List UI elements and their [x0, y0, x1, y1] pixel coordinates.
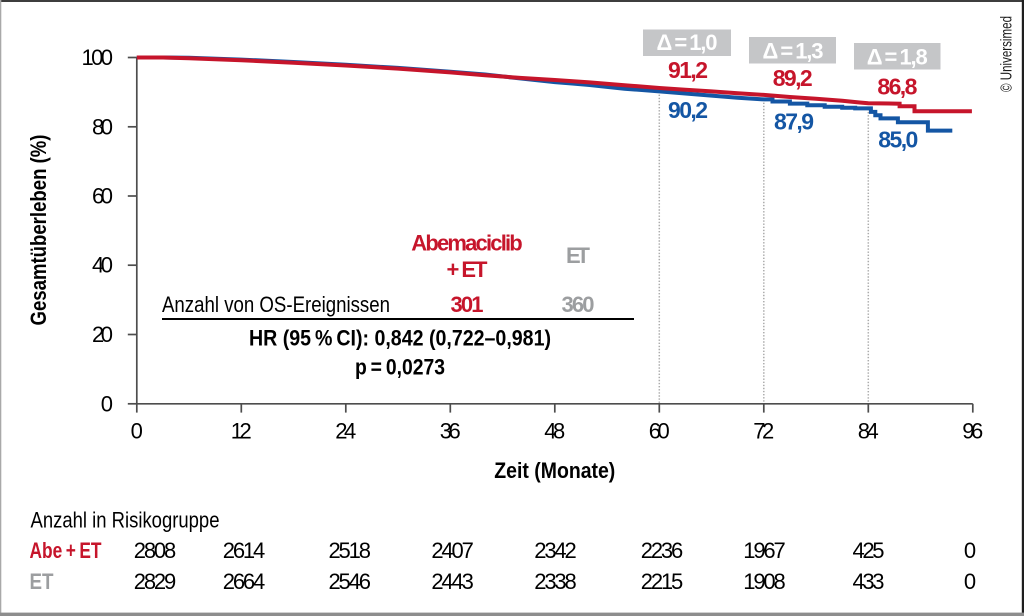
svg-text:80: 80 [92, 114, 113, 139]
svg-text:20: 20 [92, 322, 113, 347]
svg-text:Abemaciclib: Abemaciclib [411, 231, 523, 256]
svg-text:Δ = 1,0: Δ = 1,0 [657, 30, 718, 55]
svg-text:2338: 2338 [534, 569, 577, 594]
svg-text:© Universimed: © Universimed [999, 16, 1016, 92]
svg-text:100: 100 [82, 45, 114, 70]
svg-text:Zeit (Monate): Zeit (Monate) [494, 458, 615, 483]
svg-text:2546: 2546 [328, 569, 371, 594]
svg-text:87,9: 87,9 [774, 108, 814, 134]
svg-text:2215: 2215 [641, 569, 684, 594]
svg-text:24: 24 [335, 419, 356, 444]
svg-text:p = 0,0273: p = 0,0273 [355, 355, 445, 380]
svg-text:425: 425 [853, 538, 885, 563]
svg-text:12: 12 [231, 419, 252, 444]
svg-text:91,2: 91,2 [668, 57, 708, 83]
svg-text:Gesamtüberleben (%): Gesamtüberleben (%) [26, 135, 51, 326]
svg-text:48: 48 [544, 419, 565, 444]
svg-text:301: 301 [451, 292, 484, 317]
svg-text:96: 96 [962, 419, 983, 444]
svg-text:2407: 2407 [431, 538, 474, 563]
svg-text:0: 0 [964, 569, 976, 594]
svg-text:ET: ET [30, 569, 54, 594]
svg-text:Anzahl von OS-Ereignissen: Anzahl von OS-Ereignissen [162, 292, 390, 317]
svg-text:89,2: 89,2 [773, 65, 813, 91]
svg-text:0: 0 [131, 419, 143, 444]
svg-text:1967: 1967 [743, 538, 786, 563]
svg-text:2236: 2236 [641, 538, 684, 563]
svg-text:2443: 2443 [431, 569, 474, 594]
svg-text:Δ = 1,8: Δ = 1,8 [867, 45, 928, 70]
svg-text:1908: 1908 [743, 569, 786, 594]
svg-text:40: 40 [92, 253, 113, 278]
svg-text:90,2: 90,2 [668, 97, 708, 123]
svg-text:360: 360 [562, 292, 595, 317]
svg-text:86,8: 86,8 [877, 74, 917, 100]
svg-text:2664: 2664 [223, 569, 266, 594]
svg-text:Anzahl in Risikogruppe: Anzahl in Risikogruppe [31, 508, 220, 533]
svg-text:Abe + ET: Abe + ET [30, 538, 102, 563]
svg-text:85,0: 85,0 [878, 127, 918, 153]
svg-text:HR (95 % CI): 0,842 (0,722–0,9: HR (95 % CI): 0,842 (0,722–0,981) [249, 326, 551, 351]
svg-text:2342: 2342 [534, 538, 577, 563]
svg-text:433: 433 [853, 569, 885, 594]
svg-text:60: 60 [649, 419, 670, 444]
svg-text:+ ET: + ET [447, 257, 489, 282]
svg-text:2829: 2829 [134, 569, 177, 594]
svg-text:ET: ET [566, 243, 591, 268]
svg-text:2808: 2808 [134, 538, 177, 563]
svg-text:72: 72 [753, 419, 774, 444]
svg-text:2518: 2518 [328, 538, 371, 563]
svg-text:2614: 2614 [223, 538, 266, 563]
svg-text:84: 84 [858, 419, 879, 444]
svg-text:Δ = 1,3: Δ = 1,3 [763, 39, 824, 64]
svg-text:0: 0 [101, 391, 113, 416]
svg-text:36: 36 [440, 419, 461, 444]
svg-text:60: 60 [92, 184, 113, 209]
svg-text:0: 0 [964, 538, 976, 563]
